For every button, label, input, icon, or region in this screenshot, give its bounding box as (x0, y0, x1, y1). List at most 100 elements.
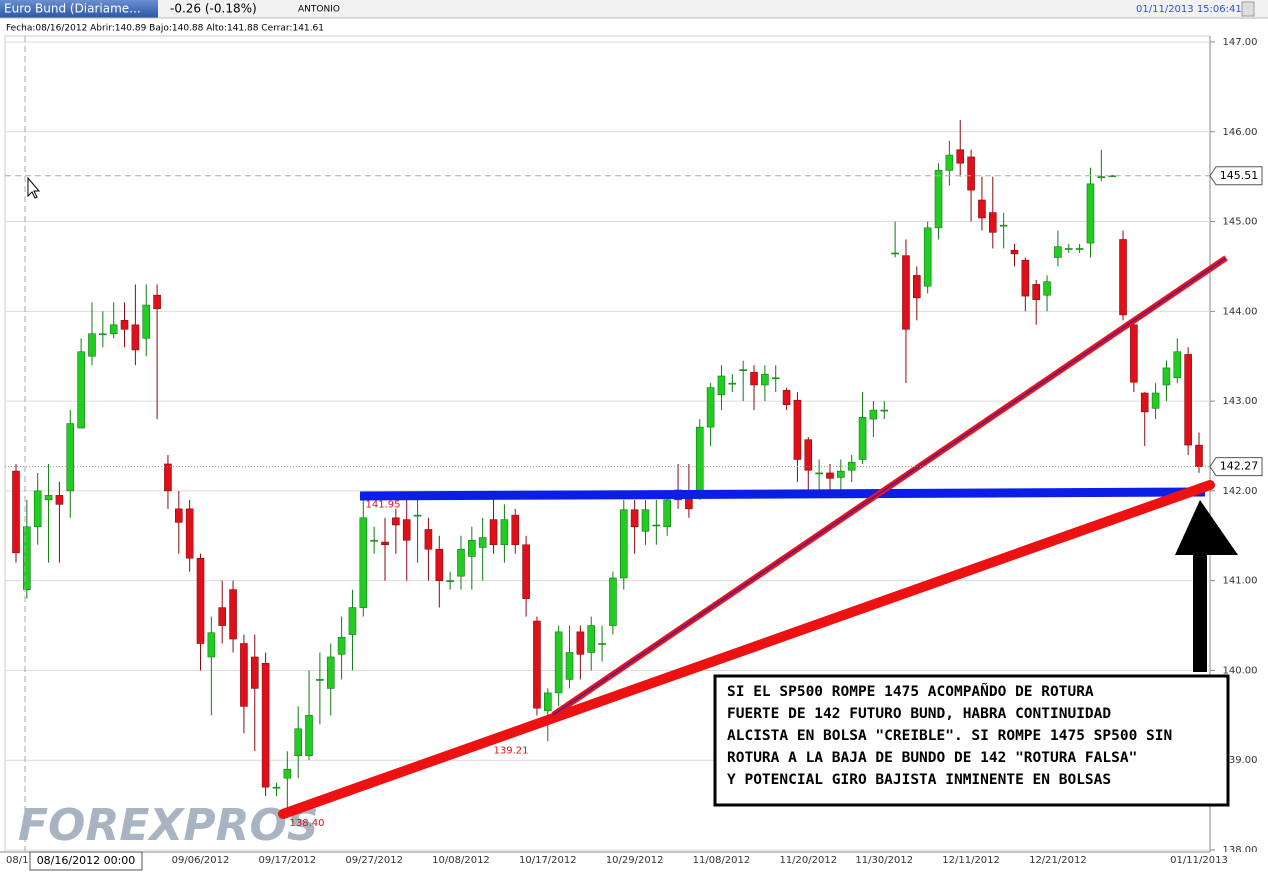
tab[interactable] (0, 0, 158, 18)
candle-body (652, 524, 661, 527)
candle-body (978, 199, 986, 219)
candles (12, 120, 1203, 815)
candle-body (109, 324, 118, 335)
candle-body (381, 541, 389, 546)
overlay: 142.27 145.51 08/16/2012 00:00 141.95 139.21… (5, 36, 1263, 871)
candle-body (55, 495, 64, 505)
change: -0.26 (-0.18%) (170, 2, 257, 16)
candle-body (1097, 176, 1106, 178)
y-tick-label: 144.00 (1223, 306, 1258, 317)
candle-body (359, 517, 368, 608)
ohlc-info: Fecha:08/16/2012 Abrir:140.89 Bajo:140.8… (6, 24, 324, 34)
timestamp: 01/11/2013 15:06:41 (1136, 4, 1242, 15)
candle-body (999, 224, 1008, 227)
candle-body (207, 632, 216, 658)
crosshair-x-label: 08/16/2012 00:00 (37, 854, 136, 867)
candle-body (782, 390, 791, 406)
candle-body (305, 715, 313, 757)
candle-body (174, 508, 183, 523)
crosshair-y-label: 145.51 (1220, 169, 1259, 182)
candle-body (88, 333, 96, 357)
candle-body (185, 508, 194, 559)
crosshair-x-box (29, 851, 143, 871)
candle-body (1119, 239, 1127, 316)
candle-body (489, 519, 498, 546)
y-tick-label: 140.00 (1223, 665, 1258, 676)
candle-body (891, 252, 899, 255)
candle-body (99, 333, 107, 336)
candle-body (229, 589, 237, 640)
x-tick-label: 12/11/2012 (942, 855, 1000, 866)
x-axis-strip (0, 852, 1268, 873)
support-line (359, 487, 1206, 501)
point-label: 139.21 (494, 745, 529, 756)
x-tick-label: 12/21/2012 (1029, 855, 1087, 866)
x-tick-label: 09/27/2012 (345, 855, 403, 866)
candle-body (283, 768, 292, 779)
y-tick-label: 146.00 (1223, 127, 1258, 138)
x-tick-label: 11/30/2012 (855, 855, 913, 866)
top-bar (0, 0, 1268, 18)
note-line: Y POTENCIAL GIRO BAJISTA INMINENTE EN BO… (727, 772, 1111, 788)
tab-title[interactable]: Euro Bund (Diariame... (4, 2, 141, 16)
candle-body (598, 643, 606, 645)
note-line: ALCISTA EN BOLSA "CREIBLE". SI ROMPE 147… (727, 728, 1172, 744)
x-tick-label: 10/08/2012 (432, 855, 490, 866)
candle-body (326, 656, 335, 689)
candle-body (544, 692, 552, 712)
candle-body (728, 382, 737, 385)
candle-body (153, 294, 161, 309)
scroll-button[interactable] (1241, 1, 1255, 17)
candle-body (1162, 367, 1171, 386)
candle-body (446, 580, 454, 582)
candle-body (869, 409, 878, 420)
candle-body (370, 539, 378, 542)
candle-body (348, 607, 357, 635)
arrow (1175, 500, 1238, 672)
candle-body (1032, 284, 1041, 300)
x-tick-label: 10/17/2012 (519, 855, 577, 866)
candle-body (272, 786, 281, 789)
x-tick-label: 10/29/2012 (606, 855, 664, 866)
x-tick-label: 09/17/2012 (259, 855, 317, 866)
candle-body (619, 509, 628, 579)
candle-body (294, 728, 302, 757)
candle-body (120, 320, 129, 330)
y-tick-label: 147.00 (1223, 37, 1258, 48)
candle-body (967, 156, 975, 191)
candle-body (23, 526, 31, 590)
candle-body (815, 472, 823, 475)
candle-body (630, 509, 639, 528)
candle-body (533, 620, 541, 709)
candle-body (511, 514, 520, 546)
note-line: FUERTE DE 142 FUTURO BUND, HABRA CONTINU… (727, 706, 1111, 722)
candle-body (1021, 259, 1030, 297)
candle-body (131, 324, 140, 351)
candle-body (934, 170, 943, 229)
candle-body (717, 375, 726, 396)
candle-body (695, 426, 704, 496)
candle-body (565, 652, 574, 680)
candle-body (12, 470, 20, 554)
candle-body (457, 548, 465, 577)
x-axis-labels: 08/1 09/06/2012 09/17/2012 09/27/2012 10/08/… (6, 855, 1228, 866)
x-tick-label: 09/06/2012 (172, 855, 230, 866)
candle-body (468, 539, 476, 557)
candle-body (500, 519, 509, 546)
candle-body (554, 631, 563, 694)
x-tick-label: 11/08/2012 (693, 855, 751, 866)
y-tick-label: 141.00 (1223, 576, 1258, 587)
x-tick-label: 08/1 (6, 855, 28, 866)
candle-body (1173, 351, 1182, 379)
candle-body (1151, 392, 1160, 409)
candle-body (392, 517, 400, 526)
candle-body (261, 662, 270, 788)
candle-body (1086, 183, 1095, 244)
candle-body (33, 490, 42, 528)
candle-body (837, 470, 845, 478)
y-tick-label: 143.00 (1223, 396, 1258, 407)
candle-body (663, 499, 671, 528)
candle-body (1064, 248, 1073, 250)
candle-body (793, 399, 802, 460)
